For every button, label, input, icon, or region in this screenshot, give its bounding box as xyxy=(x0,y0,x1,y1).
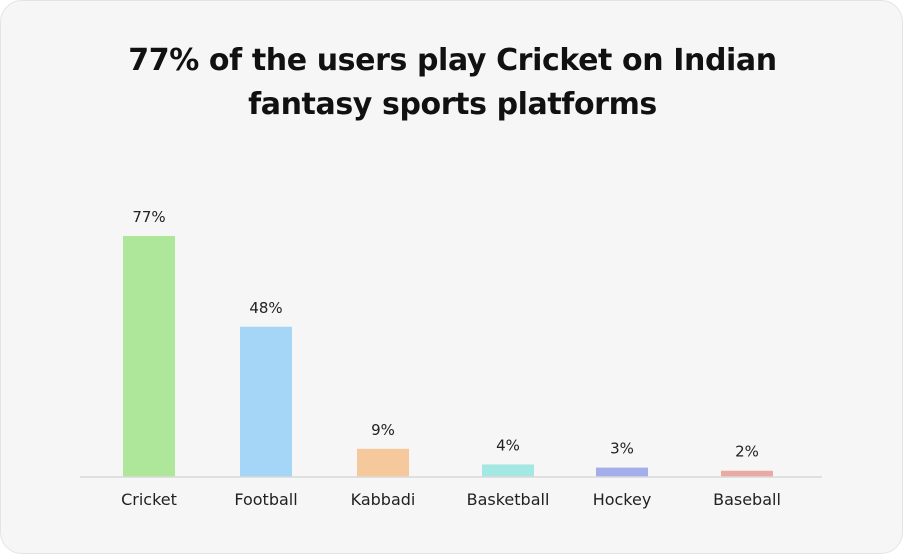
value-label-football: 48% xyxy=(249,299,282,317)
category-label-baseball: Baseball xyxy=(713,490,781,509)
category-label-basketball: Basketball xyxy=(467,490,550,509)
bar-baseball xyxy=(721,470,773,477)
chart-title-line-2: fantasy sports platforms xyxy=(248,87,657,122)
category-label-hockey: Hockey xyxy=(593,490,652,509)
value-label-baseball: 2% xyxy=(735,443,759,461)
category-label-cricket: Cricket xyxy=(121,490,177,509)
value-label-basketball: 4% xyxy=(496,436,520,454)
bar-hockey xyxy=(596,467,648,477)
category-label-kabbadi: Kabbadi xyxy=(351,490,416,509)
bar-basketball xyxy=(482,464,534,477)
value-label-hockey: 3% xyxy=(610,440,634,458)
bar-kabbadi xyxy=(357,448,409,477)
chart-title: 77% of the users play Cricket on Indian … xyxy=(1,39,903,127)
chart-title-line-1: 77% of the users play Cricket on Indian xyxy=(128,43,777,78)
value-label-cricket: 77% xyxy=(132,208,165,226)
bar-football xyxy=(240,326,292,477)
value-label-kabbadi: 9% xyxy=(371,421,395,439)
bar-cricket xyxy=(123,235,175,477)
category-label-football: Football xyxy=(234,490,297,509)
